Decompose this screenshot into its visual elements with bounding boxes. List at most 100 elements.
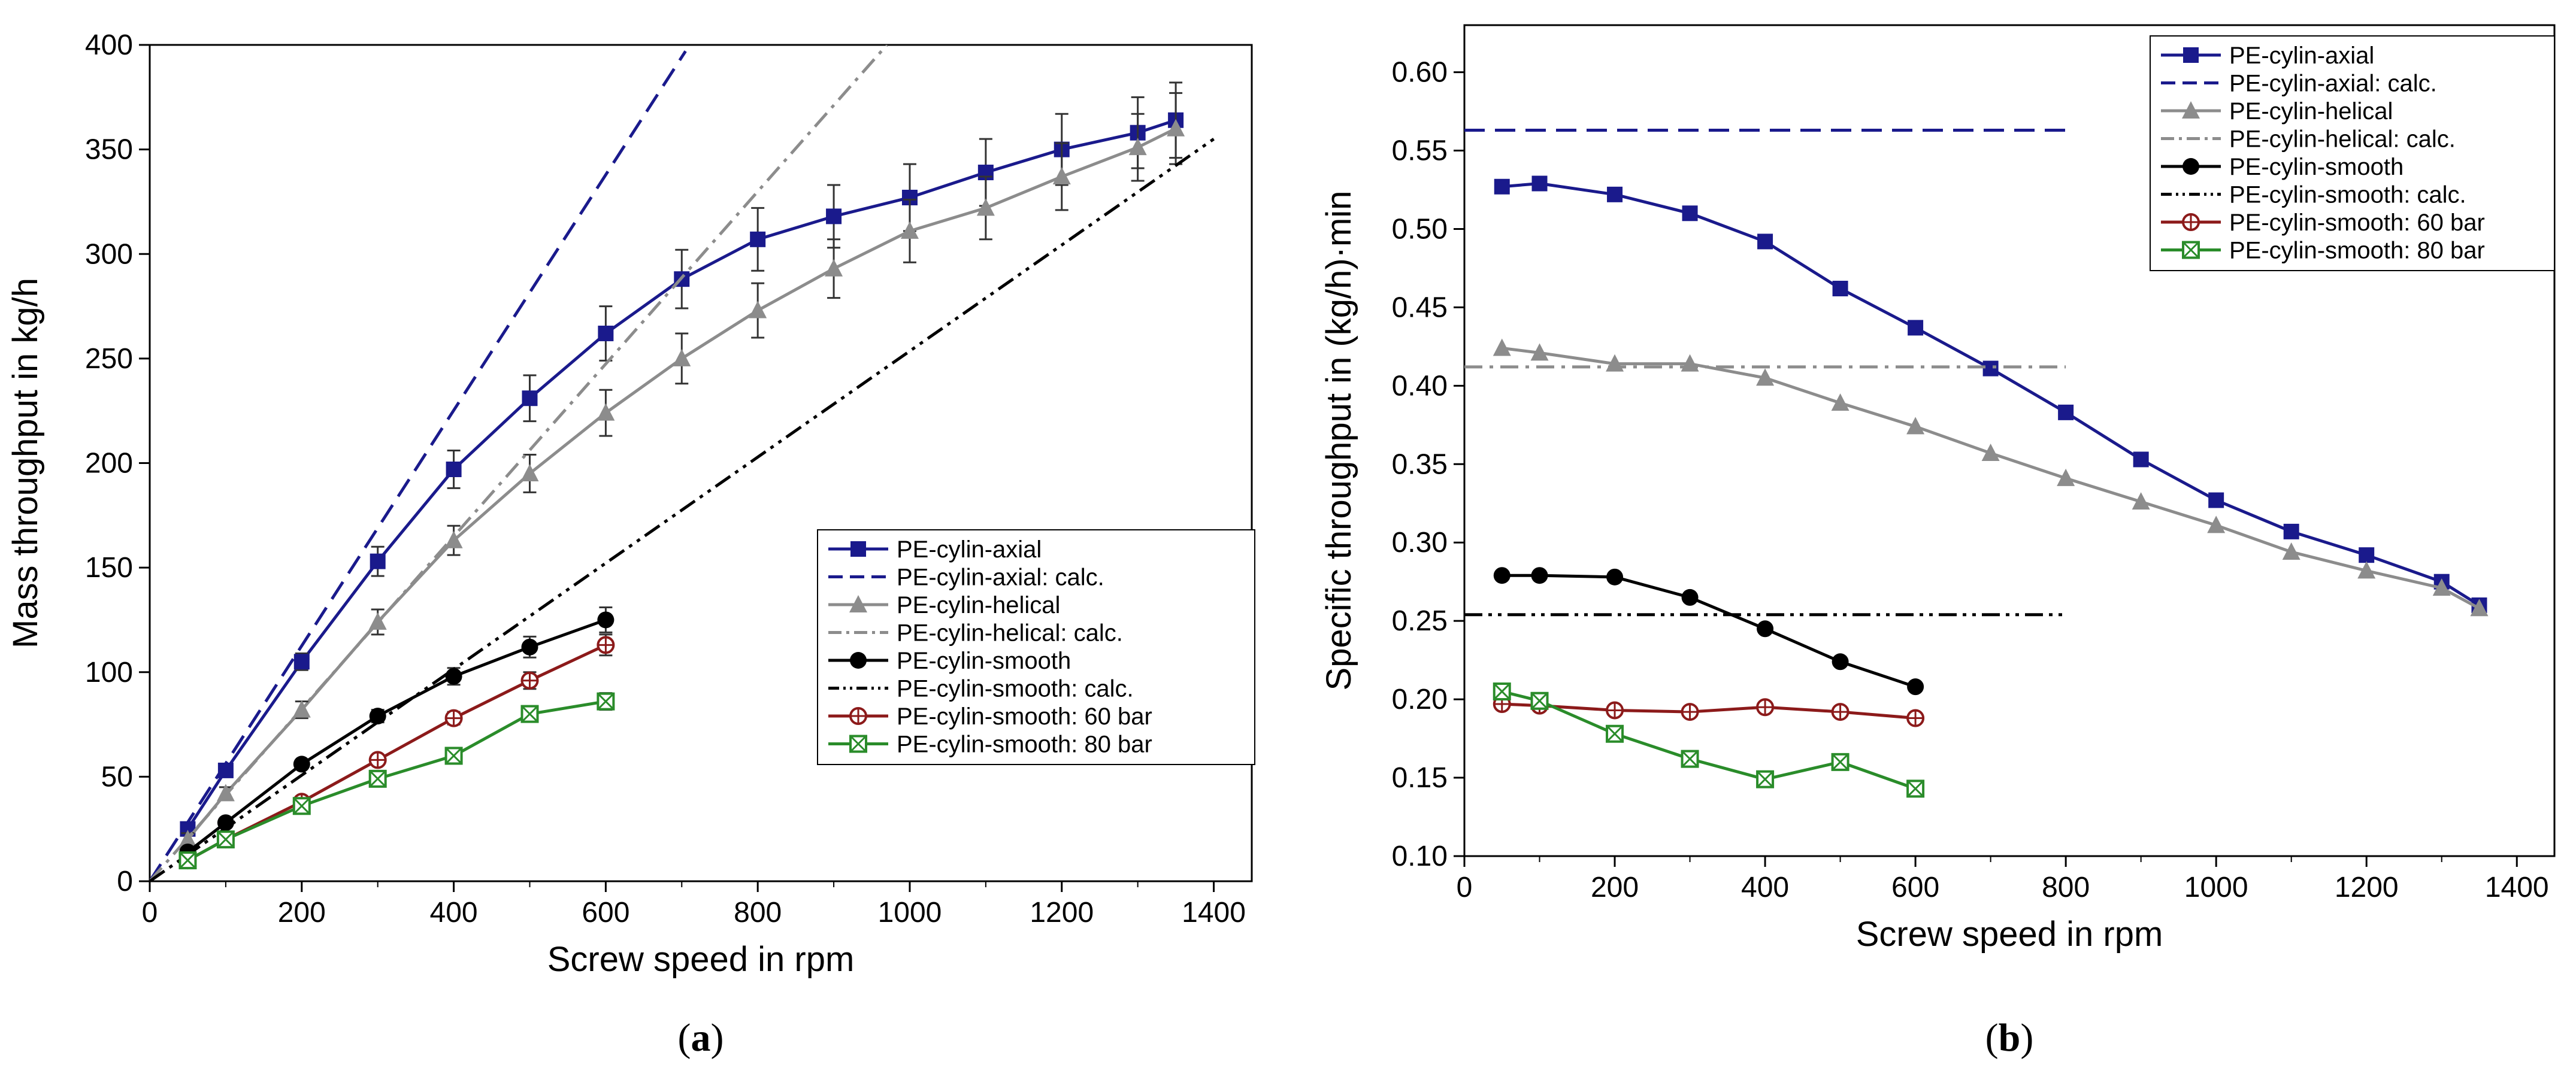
data-point [521,638,538,656]
data-point [445,668,462,685]
data-point [2133,451,2149,468]
y-tick-label: 0.55 [1392,135,1448,167]
series-pe-cylin-smooth-80-bar [178,692,615,870]
legend-item: PE-cylin-smooth: calc. [828,676,1134,702]
x-axis-label: Screw speed in rpm [1856,915,2163,954]
data-point [1681,588,1699,606]
series-pe-cylin-smooth-60-bar [178,633,615,870]
y-tick-label: 0.40 [1392,370,1448,402]
data-point [1832,653,1849,671]
series-pe-cylin-helical [1493,338,2489,617]
x-tick-label: 600 [582,897,629,929]
x-tick-label: 600 [1891,872,1939,903]
data-point [1831,393,1849,411]
legend-marker [2183,158,2199,175]
series-layer [1464,128,2489,798]
data-point [216,784,235,802]
series-line [150,45,888,881]
data-point [293,654,310,670]
y-tick-label: 0.45 [1392,292,1448,323]
x-tick-label: 1400 [1182,897,1246,929]
data-point [1757,620,1774,638]
data-point [1052,167,1071,185]
x-tick-label: 800 [734,897,782,929]
data-point [1167,119,1185,136]
data-point [2058,404,2074,420]
data-point [2283,523,2299,539]
series-layer [150,45,1215,881]
y-tick-label: 0.15 [1392,762,1448,794]
series-pe-cylin-smooth-60-bar [1493,694,1925,727]
legend-item: PE-cylin-smooth: 80 bar [828,732,1152,758]
series-line [150,50,687,881]
series-pe-cylin-axial-calc [150,50,687,881]
data-point [369,708,386,725]
x-tick-label: 0 [142,897,158,929]
legend-item: PE-cylin-smooth: calc. [2161,182,2466,208]
x-tick-label: 1000 [2184,872,2248,903]
data-point [1756,368,1775,386]
legend-marker [850,652,867,669]
legend-item: PE-cylin-helical [828,592,1060,618]
x-tick-label: 800 [2042,872,2090,903]
y-tick-label: 0.10 [1392,841,1448,872]
x-tick-label: 400 [430,897,478,929]
data-point-d2 [293,797,310,815]
y-tick-label: 0.50 [1392,213,1448,245]
data-point [444,530,463,548]
legend-label: PE-cylin-helical [2229,98,2393,125]
data-point [673,348,691,366]
legend-marker-d2 [849,735,867,753]
data-point [1832,280,1848,296]
legend-label: PE-cylin-smooth: calc. [897,676,1134,702]
panel-letter: b [1999,1016,2021,1060]
y-tick-label: 250 [85,343,133,375]
data-point [1531,567,1548,584]
data-point-d2 [1757,770,1774,788]
data-point-d2 [445,747,462,765]
data-point-d2 [597,693,615,710]
data-point [1682,205,1698,222]
legend-label: PE-cylin-axial: calc. [2229,71,2437,97]
data-point-d2 [1606,725,1624,742]
series-pe-cylin-smooth-calc [150,138,1215,881]
data-point [1493,338,1511,356]
legend-label: PE-cylin-helical: calc. [897,620,1123,647]
data-point-d2 [521,705,538,723]
legend-item: PE-cylin-smooth: 60 bar [828,703,1152,730]
legend-label: PE-cylin-axial: calc. [897,565,1104,591]
legend-item: PE-cylin-axial [2161,43,2374,69]
legend-label: PE-cylin-smooth: calc. [2229,182,2466,208]
x-tick-label: 400 [1741,872,1789,903]
series-line [150,138,1215,881]
legend-label: PE-cylin-helical [897,592,1060,618]
data-point [293,756,310,773]
data-point [826,208,842,225]
legend-item: PE-cylin-smooth: 80 bar [2161,238,2485,264]
series-line [1502,347,2480,610]
legend-marker [2182,101,2200,119]
y-tick-label: 100 [85,657,133,688]
data-point [370,553,386,569]
data-point [2357,561,2376,579]
legend-item: PE-cylin-helical: calc. [2161,126,2456,153]
y-tick-label: 0 [117,866,133,897]
y-axis-label: Specific throughput in (kg/h)·min [1319,191,1358,691]
data-point [1128,138,1147,156]
series-line [1502,574,1916,688]
y-tick-label: 0.35 [1392,448,1448,480]
x-tick-label: 1200 [1030,897,1094,929]
data-point [2470,599,2489,617]
data-point [900,221,919,239]
x-tick-label: 200 [1591,872,1639,903]
data-point [2282,542,2300,560]
legend-box [817,529,1255,765]
legend-label: PE-cylin-helical: calc. [2229,126,2456,153]
data-point [1757,233,1773,250]
legend-item: PE-cylin-axial: calc. [2161,71,2437,97]
data-point [750,231,766,247]
data-point-d2 [1832,753,1849,770]
